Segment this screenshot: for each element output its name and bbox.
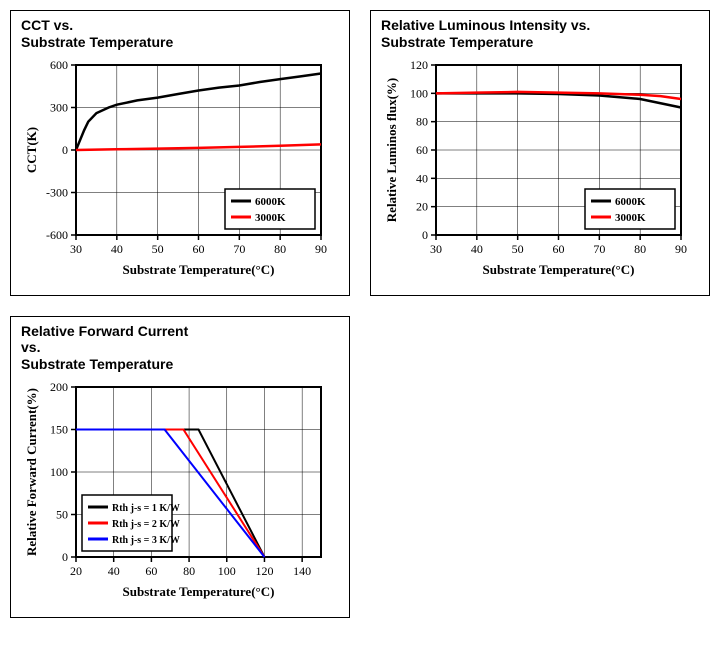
- svg-text:3000K: 3000K: [615, 212, 646, 224]
- svg-text:90: 90: [315, 242, 327, 256]
- chart2-title-line2: Substrate Temperature: [381, 34, 533, 50]
- svg-text:40: 40: [471, 242, 483, 256]
- chart3-title: Relative Forward Current vs. Substrate T…: [21, 323, 339, 373]
- empty-cell: [370, 316, 710, 618]
- svg-text:70: 70: [593, 242, 605, 256]
- svg-text:100: 100: [410, 86, 428, 100]
- svg-text:140: 140: [293, 564, 311, 578]
- svg-text:50: 50: [56, 507, 68, 521]
- chart2-title: Relative Luminous Intensity vs. Substrat…: [381, 17, 699, 51]
- chart1-title-line1: CCT vs.: [21, 17, 73, 33]
- svg-text:20: 20: [70, 564, 82, 578]
- svg-text:80: 80: [274, 242, 286, 256]
- chart1-title-line2: Substrate Temperature: [21, 34, 173, 50]
- svg-text:150: 150: [50, 422, 68, 436]
- charts-grid: CCT vs. Substrate Temperature 30 40 50 60 70…: [10, 10, 710, 618]
- chart3-title-line1: Relative Forward Current: [21, 323, 188, 339]
- chart-panel-lum: Relative Luminous Intensity vs. Substrat…: [370, 10, 710, 296]
- svg-text:90: 90: [675, 242, 687, 256]
- svg-text:Substrate Temperature(°C): Substrate Temperature(°C): [123, 262, 275, 277]
- svg-text:60: 60: [553, 242, 565, 256]
- svg-text:80: 80: [416, 114, 428, 128]
- svg-text:Rth j-s = 2 K/W: Rth j-s = 2 K/W: [112, 519, 180, 530]
- chart3-title-line2: vs.: [21, 339, 40, 355]
- svg-text:20: 20: [416, 199, 428, 213]
- svg-text:100: 100: [50, 465, 68, 479]
- svg-text:60: 60: [145, 564, 157, 578]
- chart3-title-line3: Substrate Temperature: [21, 356, 173, 372]
- chart1-plot: 30 40 50 60 70 80 90 -600 -300 0 300 600 Substrate T…: [21, 55, 331, 280]
- svg-text:60: 60: [416, 143, 428, 157]
- chart1-title: CCT vs. Substrate Temperature: [21, 17, 339, 51]
- svg-text:40: 40: [416, 171, 428, 185]
- svg-text:120: 120: [255, 564, 273, 578]
- svg-text:6000K: 6000K: [615, 196, 646, 208]
- svg-text:100: 100: [218, 564, 236, 578]
- svg-text:80: 80: [634, 242, 646, 256]
- svg-text:-300: -300: [46, 185, 68, 199]
- svg-text:0: 0: [62, 550, 68, 564]
- svg-text:3000K: 3000K: [255, 212, 286, 224]
- svg-text:40: 40: [108, 564, 120, 578]
- svg-text:Rth j-s = 1 K/W: Rth j-s = 1 K/W: [112, 503, 180, 514]
- svg-text:50: 50: [512, 242, 524, 256]
- svg-text:600: 600: [50, 58, 68, 72]
- chart2-title-line1: Relative Luminous Intensity vs.: [381, 17, 590, 33]
- svg-text:300: 300: [50, 100, 68, 114]
- svg-text:30: 30: [70, 242, 82, 256]
- svg-text:6000K: 6000K: [255, 196, 286, 208]
- svg-text:30: 30: [430, 242, 442, 256]
- chart-panel-cct: CCT vs. Substrate Temperature 30 40 50 60 70…: [10, 10, 350, 296]
- chart2-plot: 30 40 50 60 70 80 90 0 20 40 60 80 100 120 Substrate T…: [381, 55, 691, 280]
- svg-text:-600: -600: [46, 228, 68, 242]
- svg-text:0: 0: [62, 143, 68, 157]
- svg-text:0: 0: [422, 228, 428, 242]
- svg-text:60: 60: [193, 242, 205, 256]
- svg-text:CCT(K): CCT(K): [24, 126, 39, 172]
- svg-text:Relative Forward Current(%): Relative Forward Current(%): [24, 388, 39, 556]
- chart3-plot: 20 40 60 80 100 120 140 0 50 100 150 200 Substrate T…: [21, 377, 331, 602]
- svg-text:40: 40: [111, 242, 123, 256]
- svg-text:Rth j-s = 3 K/W: Rth j-s = 3 K/W: [112, 535, 180, 546]
- svg-text:120: 120: [410, 58, 428, 72]
- svg-text:Relative Luminos flux(%): Relative Luminos flux(%): [384, 77, 399, 221]
- chart-panel-fwd: Relative Forward Current vs. Substrate T…: [10, 316, 350, 618]
- svg-text:200: 200: [50, 380, 68, 394]
- svg-text:Substrate Temperature(°C): Substrate Temperature(°C): [123, 584, 275, 599]
- svg-text:50: 50: [152, 242, 164, 256]
- svg-text:80: 80: [183, 564, 195, 578]
- svg-text:Substrate Temperature(°C): Substrate Temperature(°C): [483, 262, 635, 277]
- svg-text:70: 70: [233, 242, 245, 256]
